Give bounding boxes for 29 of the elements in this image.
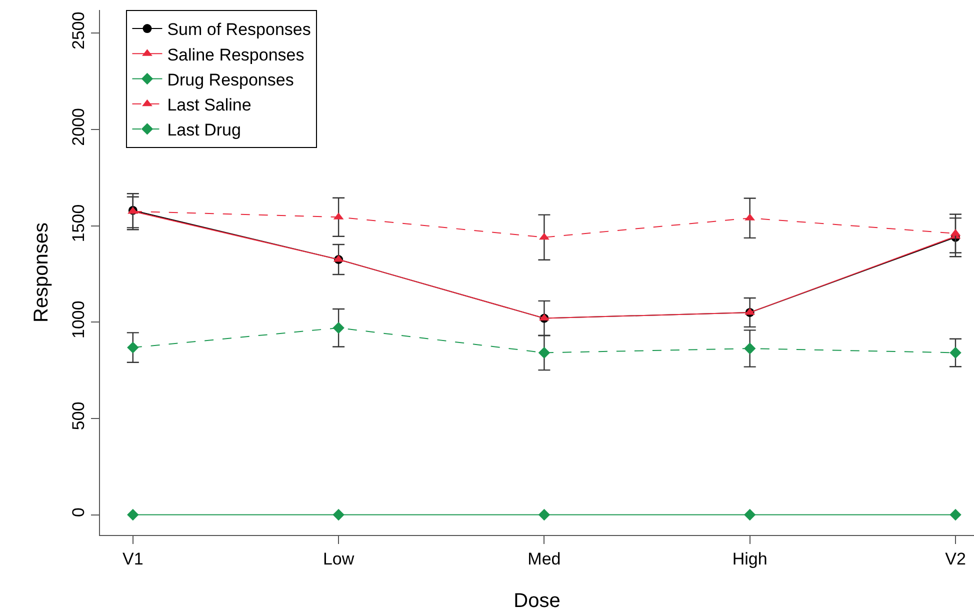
point [744, 342, 756, 354]
point [744, 508, 756, 521]
legend-label: Drug Responses [167, 70, 294, 90]
y-tick-label: 2500 [69, 12, 88, 50]
point [538, 346, 550, 359]
y-tick-label: 2000 [69, 108, 88, 146]
y-axis-title: Responses [30, 222, 53, 323]
y-tick-label: 0 [69, 507, 88, 517]
legend-label: Sum of Responses [167, 20, 311, 40]
x-tick-label: High [732, 549, 768, 568]
legend-label: Saline Responses [167, 45, 304, 64]
point [127, 508, 139, 521]
legend-label: Last Saline [167, 95, 252, 114]
point [538, 508, 550, 521]
y-tick-label: 1500 [69, 204, 88, 242]
y-tick-label: 500 [69, 402, 88, 430]
point [332, 508, 344, 521]
x-tick-label: V1 [122, 549, 144, 568]
x-tick-label: Low [322, 549, 355, 568]
point [332, 322, 344, 334]
point [127, 342, 139, 354]
point [950, 508, 962, 521]
point [539, 232, 550, 240]
x-axis-title: Dose [514, 590, 560, 612]
x-tick-label: Med [528, 549, 561, 568]
y-tick-label: 1000 [69, 300, 88, 338]
legend-label: Last Drug [167, 120, 241, 140]
point [950, 346, 962, 359]
x-tick-label: V2 [945, 549, 966, 568]
